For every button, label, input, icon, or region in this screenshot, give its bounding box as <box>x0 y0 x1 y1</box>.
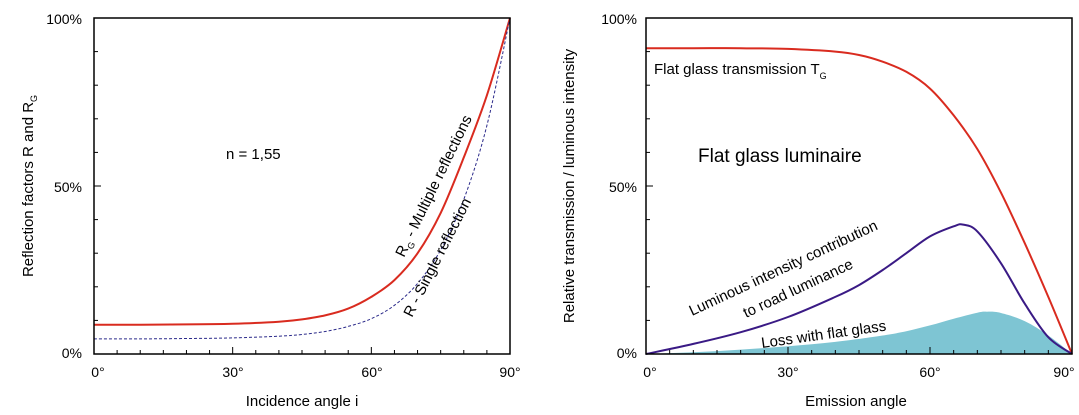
x-axis-title: Emission angle <box>805 393 907 410</box>
transmission-label-sub: G <box>820 71 827 81</box>
multiple-reflections-label-sub: G <box>405 240 417 251</box>
y-tick-label: 0% <box>62 345 82 361</box>
x-tick-label: 30° <box>777 364 798 380</box>
plot-frame <box>93 17 511 355</box>
y-axis-title: Reflection factors R and RG <box>20 95 39 277</box>
transmission-curve <box>646 47 1073 355</box>
x-tick-label: 60° <box>919 364 940 380</box>
multiple-reflections-label-rest: - Multiple reflections <box>400 113 476 244</box>
multiple-reflections-curve <box>93 17 511 326</box>
x-axis-title: Incidence angle i <box>246 393 359 410</box>
transmission-label: Flat glass transmission TG <box>654 61 827 81</box>
loss-area <box>646 311 1072 354</box>
y-tick-label: 50% <box>54 179 82 195</box>
transmission-chart: 0% 50% 100% 0° 30° 60° 90° Emission angl… <box>561 11 1075 410</box>
x-tick-label: 90° <box>1053 364 1074 380</box>
y-tick-label: 0% <box>617 345 637 361</box>
x-tick-label: 90° <box>499 364 520 380</box>
x-tick-label: 60° <box>361 364 382 380</box>
reflection-chart: 0% 50% 100% 0° 30° 60° 90° Incidence ang… <box>20 11 521 410</box>
y-axis-title-sub: G <box>29 95 39 102</box>
contribution-curve <box>645 223 1073 355</box>
y-tick-label: 50% <box>609 179 637 195</box>
y-axis-title-main: Reflection factors R and R <box>20 102 37 277</box>
x-tick-label: 0° <box>91 364 104 380</box>
transmission-label-main: Flat glass transmission T <box>654 61 820 78</box>
multiple-reflections-label: RG - Multiple reflections <box>392 113 477 261</box>
y-tick-label: 100% <box>46 11 82 27</box>
x-tick-label: 0° <box>643 364 656 380</box>
single-reflection-curve <box>93 17 511 340</box>
x-tick-label: 30° <box>222 364 243 380</box>
refractive-index-label: n = 1,55 <box>226 146 281 163</box>
y-axis-title: Relative transmission / luminous intensi… <box>561 48 578 323</box>
luminaire-title: Flat glass luminaire <box>698 146 862 167</box>
y-tick-label: 100% <box>601 11 637 27</box>
